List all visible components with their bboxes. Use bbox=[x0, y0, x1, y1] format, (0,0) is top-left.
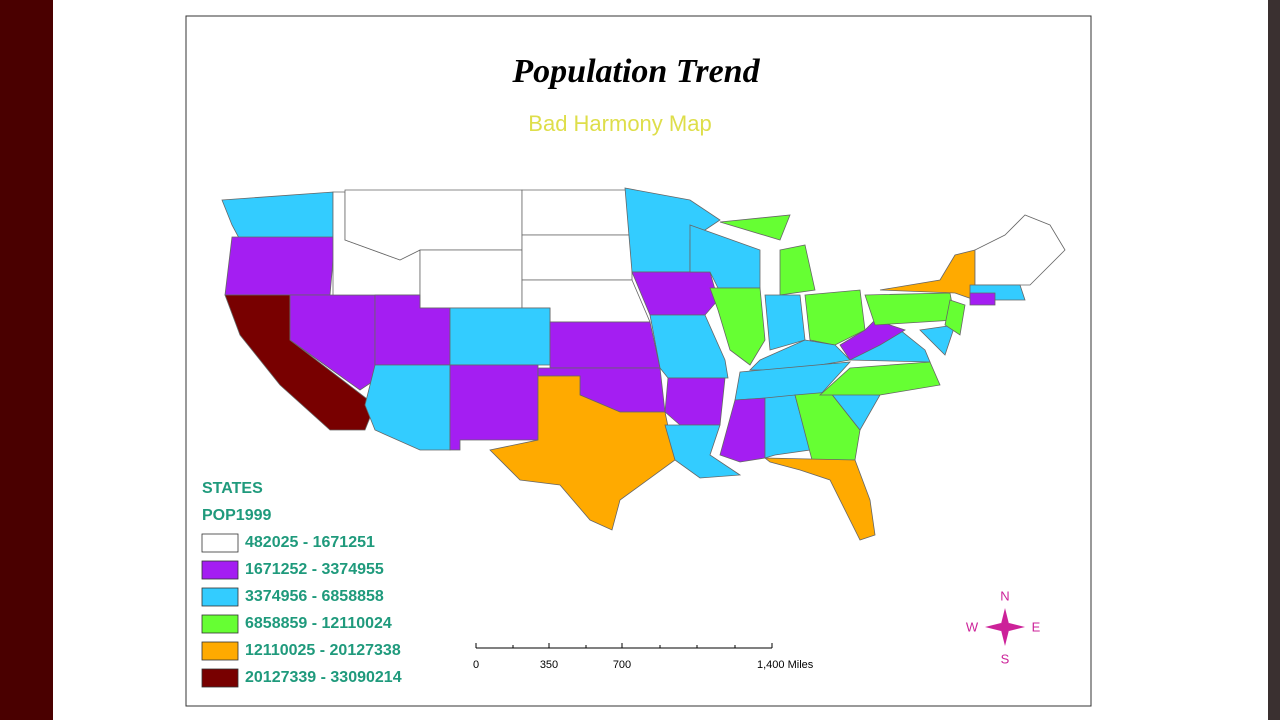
state bbox=[804, 289, 866, 346]
legend-label: 6858859 - 12110024 bbox=[245, 615, 392, 632]
state bbox=[224, 236, 336, 296]
legend-label: 20127339 - 33090214 bbox=[245, 669, 402, 686]
state bbox=[664, 424, 742, 479]
state bbox=[221, 191, 334, 241]
states bbox=[221, 187, 1066, 541]
legend-layer: STATES bbox=[202, 480, 263, 497]
legend-swatch bbox=[201, 641, 239, 661]
map-subtitle: Bad Harmony Map bbox=[528, 111, 711, 136]
legend-swatch bbox=[201, 587, 239, 607]
scale-label: 1,400 Miles bbox=[757, 659, 814, 671]
state bbox=[969, 292, 996, 306]
legend-label: 3374956 - 6858858 bbox=[245, 588, 384, 605]
scale-label: 700 bbox=[613, 659, 631, 671]
state bbox=[839, 319, 906, 361]
scale-bar: 0 350 700 1,400 Miles bbox=[473, 643, 814, 671]
map-title: Population Trend bbox=[511, 53, 760, 90]
left-strip bbox=[0, 0, 53, 720]
compass-west: W bbox=[966, 619, 979, 634]
right-strip bbox=[1268, 0, 1280, 720]
compass-north: N bbox=[1000, 588, 1009, 603]
compass-arrow bbox=[1001, 608, 1009, 628]
state bbox=[521, 234, 633, 281]
state bbox=[709, 287, 766, 366]
state bbox=[489, 375, 676, 531]
compass-south: S bbox=[1001, 651, 1010, 666]
state bbox=[779, 244, 816, 296]
compass-east: E bbox=[1032, 619, 1041, 634]
legend-swatch bbox=[201, 668, 239, 688]
compass-arrow bbox=[1005, 623, 1025, 631]
legend-swatch bbox=[201, 614, 239, 634]
legend-label: 1671252 - 3374955 bbox=[245, 561, 384, 578]
state bbox=[549, 321, 661, 369]
compass: N E S W bbox=[966, 588, 1041, 666]
state bbox=[719, 397, 766, 463]
state bbox=[419, 249, 523, 309]
legend-swatch bbox=[201, 560, 239, 580]
state bbox=[649, 314, 729, 379]
compass-arrow bbox=[985, 623, 1005, 631]
state bbox=[449, 364, 539, 451]
legend: 482025 - 1671251 1671252 - 3374955 3374956… bbox=[201, 533, 402, 688]
state bbox=[944, 299, 966, 336]
legend-label: 482025 - 1671251 bbox=[245, 534, 375, 551]
scale-label: 350 bbox=[540, 659, 558, 671]
state bbox=[719, 214, 791, 241]
state bbox=[344, 189, 523, 261]
legend-swatch bbox=[201, 533, 239, 553]
state bbox=[818, 361, 941, 396]
legend-label: 12110025 - 20127338 bbox=[245, 642, 401, 659]
state bbox=[919, 324, 956, 356]
state bbox=[763, 457, 876, 541]
state bbox=[764, 294, 806, 351]
compass-arrow bbox=[1001, 626, 1009, 646]
state bbox=[449, 307, 551, 366]
state bbox=[864, 292, 956, 326]
state bbox=[521, 189, 633, 236]
scale-label: 0 bbox=[473, 659, 479, 671]
state bbox=[664, 377, 726, 426]
legend-field: POP1999 bbox=[202, 507, 271, 524]
